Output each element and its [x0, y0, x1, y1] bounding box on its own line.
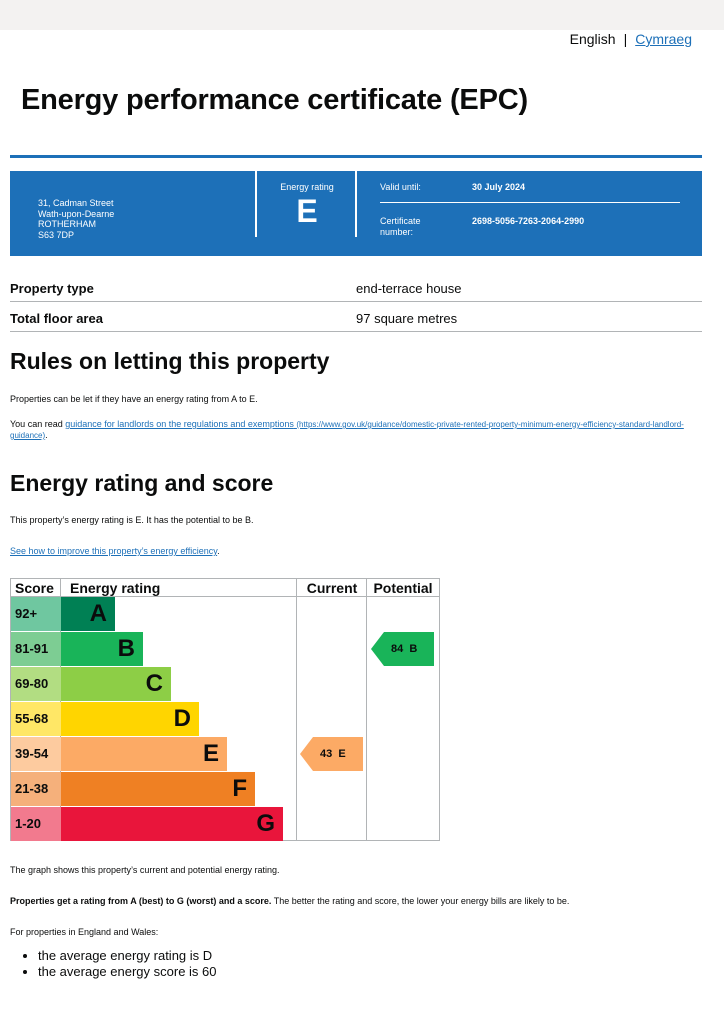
top-bar: [0, 0, 724, 30]
potential-rating-arrow-label: 84 B: [391, 643, 418, 655]
address-line: 31, Cadman Street: [38, 198, 114, 208]
band-bar-g: G: [61, 807, 283, 841]
summary-divider: [255, 171, 257, 237]
guidance-link-url: (https://www.gov.uk/guidance/domestic-pr…: [10, 420, 684, 440]
band-score-a: 92+: [11, 597, 61, 631]
chart-header-current: Current: [306, 580, 358, 596]
summary-panel: 31, Cadman Street Wath-upon-Dearne ROTHE…: [10, 171, 702, 256]
average-list: the average energy rating is D the avera…: [10, 948, 217, 980]
band-score-d: 55-68: [11, 702, 61, 736]
energy-rating-letter: E: [296, 193, 318, 229]
england-wales-intro: For properties in England and Wales:: [10, 927, 159, 937]
language-english: English: [569, 31, 616, 47]
band-bar-c: C: [61, 667, 171, 701]
band-letter: F: [232, 775, 247, 802]
band-letter: E: [202, 740, 219, 767]
graph-description: The graph shows this property’s current …: [10, 865, 280, 875]
chart-header-score: Score: [15, 580, 54, 596]
band-letter: A: [89, 600, 107, 627]
floor-area-value: 97 square metres: [356, 311, 458, 326]
property-address: 31, Cadman Street Wath-upon-Dearne ROTHE…: [38, 198, 114, 240]
property-details-table: Property type end-terrace house Total fl…: [10, 272, 702, 332]
certificate-number-label: Certificate number:: [380, 216, 421, 238]
property-type-label: Property type: [10, 281, 94, 296]
letting-rule-text: Properties can be let if they have an en…: [10, 394, 258, 404]
certificate-number-value: 2698-5056-7263-2064-2990: [472, 216, 585, 226]
language-switcher: English | Cymraeg: [570, 31, 692, 47]
landlord-guidance-link[interactable]: guidance for landlords on the regulation…: [10, 419, 684, 440]
list-item: the average energy rating is D: [38, 948, 217, 964]
band-score-b: 81-91: [11, 632, 61, 666]
property-type-value: end-terrace house: [356, 281, 462, 296]
energy-rating-heading: Energy rating and score: [10, 470, 274, 496]
band-bar-f: F: [61, 772, 255, 806]
energy-rating-label: Energy rating: [280, 182, 334, 192]
chart-divider: [366, 579, 367, 840]
guidance-prefix: You can read: [10, 419, 66, 429]
certificate-label-line: number:: [380, 227, 414, 237]
table-row: Property type end-terrace house: [10, 272, 702, 302]
chart-divider: [296, 579, 297, 840]
chart-header-rating: Energy rating: [70, 580, 161, 596]
band-bar-e: E: [61, 737, 227, 771]
language-separator: |: [623, 31, 628, 47]
guidance-suffix: .: [45, 430, 48, 440]
band-letter: G: [256, 810, 275, 837]
title-rule: [10, 155, 702, 158]
address-line: ROTHERHAM: [38, 219, 96, 229]
band-bar-a: A: [61, 597, 115, 631]
band-score-c: 69-80: [11, 667, 61, 701]
band-letter: B: [117, 635, 135, 662]
rating-explanation: Properties get a rating from A (best) to…: [10, 896, 569, 907]
improve-suffix: .: [217, 546, 220, 556]
band-score-g: 1-20: [11, 807, 61, 841]
band-letter: C: [145, 670, 163, 697]
address-line: S63 7DP: [38, 229, 75, 240]
floor-area-label: Total floor area: [10, 311, 103, 326]
current-rating-arrow: 43 E: [300, 737, 363, 771]
table-row: Total floor area 97 square metres: [10, 302, 702, 332]
list-item: the average energy score is 60: [38, 964, 217, 980]
summary-row-divider: [380, 202, 680, 203]
energy-rating-chart: Score Energy rating Current Potential 92…: [10, 578, 440, 841]
band-letter: D: [173, 705, 191, 732]
summary-divider: [355, 171, 357, 237]
band-score-f: 21-38: [11, 772, 61, 806]
letting-heading: Rules on letting this property: [10, 348, 330, 374]
improve-efficiency-text: See how to improve this property’s energ…: [10, 546, 220, 557]
band-bar-b: B: [61, 632, 143, 666]
energy-rating-summary: This property’s energy rating is E. It h…: [10, 515, 254, 525]
chart-header-divider: [11, 596, 439, 597]
band-score-e: 39-54: [11, 737, 61, 771]
chart-header-potential: Potential: [373, 580, 433, 596]
potential-rating-arrow: 84 B: [371, 632, 434, 666]
language-cymraeg-link[interactable]: Cymraeg: [635, 31, 692, 47]
rating-explanation-rest: The better the rating and score, the low…: [271, 896, 570, 906]
address-line: Wath-upon-Dearne: [38, 208, 115, 219]
valid-until-label: Valid until:: [380, 182, 421, 192]
guidance-link-text: guidance for landlords on the regulation…: [65, 419, 294, 429]
improve-efficiency-link[interactable]: See how to improve this property’s energ…: [10, 546, 218, 556]
valid-until-value: 30 July 2024: [472, 182, 526, 192]
letting-guidance-text: You can read guidance for landlords on t…: [10, 419, 702, 441]
page-title: Energy performance certificate (EPC): [21, 84, 528, 116]
certificate-label-line: Certificate: [380, 216, 421, 226]
current-rating-arrow-label: 43 E: [320, 748, 346, 760]
rating-explanation-bold: Properties get a rating from A (best) to…: [10, 896, 272, 906]
band-bar-d: D: [61, 702, 199, 736]
